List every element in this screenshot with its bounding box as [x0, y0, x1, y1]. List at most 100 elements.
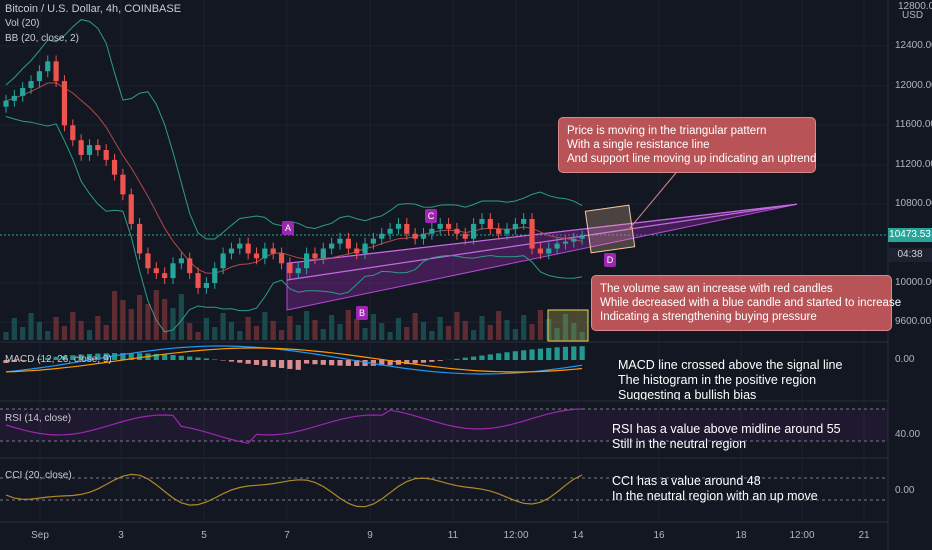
macd-histogram-bar — [245, 360, 251, 364]
macd-histogram-bar — [379, 360, 385, 366]
candle-body — [362, 243, 368, 254]
triangle-note-line: And support line moving up indicating an… — [567, 153, 817, 165]
volume-indicator-label[interactable]: Vol (20) — [5, 18, 40, 29]
cci-indicator-label[interactable]: CCI (20, close) — [5, 470, 72, 481]
triangle-annotation[interactable]: Price is moving in the triangular patter… — [558, 117, 816, 173]
macd-histogram-bar — [412, 360, 418, 364]
time-tick: 14 — [572, 530, 584, 541]
candle-body — [395, 223, 402, 229]
candle-body — [170, 263, 176, 279]
candle-body — [304, 253, 310, 269]
volume-note-line: The volume saw an increase with red cand… — [600, 283, 833, 295]
volume-bar — [370, 314, 376, 340]
macd-histogram-bar — [78, 354, 84, 360]
volume-bar — [178, 294, 184, 340]
triangle-note-line: With a single resistance line — [567, 139, 710, 151]
macd-histogram-bar — [195, 357, 201, 360]
candle-body — [479, 218, 485, 224]
volume-bar — [287, 316, 293, 340]
rsi-note-line: Still in the neutral region — [612, 437, 747, 451]
macd-histogram-bar — [95, 353, 101, 360]
volume-bar — [3, 332, 9, 340]
volume-bar — [45, 331, 51, 340]
macd-histogram-bar — [212, 359, 218, 360]
macd-histogram-bar — [370, 360, 376, 366]
macd-histogram-bar — [20, 360, 26, 361]
cci-note-line: In the neutral region with an up move — [612, 489, 818, 503]
candle-body — [454, 228, 460, 234]
rsi-line — [5, 408, 583, 444]
volume-annotation[interactable]: The volume saw an increase with red cand… — [591, 275, 901, 331]
signal-line — [5, 347, 583, 373]
price-tick: 9600.00 — [895, 316, 932, 327]
candle-body — [45, 61, 51, 72]
rsi-band — [0, 409, 888, 441]
candle-body — [70, 125, 76, 141]
rsi-indicator-label[interactable]: RSI (14, close) — [5, 413, 72, 424]
volume-bar — [20, 327, 26, 340]
candle-body — [412, 233, 418, 239]
volume-bar — [337, 324, 343, 340]
volume-note-line: Indicating a strengthening buying pressu… — [600, 311, 817, 323]
macd-histogram-bar — [420, 360, 427, 363]
currency-label: USD — [902, 10, 924, 21]
bollinger-basis — [5, 82, 583, 274]
macd-histogram-bar — [537, 348, 543, 360]
volume-bar — [78, 321, 84, 340]
time-tick: 16 — [653, 530, 665, 541]
macd-histogram-bar — [237, 360, 243, 363]
candle-body — [162, 273, 168, 279]
macd-histogram-bar — [53, 356, 59, 360]
volume-bar — [404, 327, 410, 340]
candle-body — [329, 243, 335, 249]
volume-bar — [128, 309, 134, 340]
volume-bar — [320, 329, 326, 340]
macd-indicator-label[interactable]: MACD (12, 26, close, 9) — [5, 354, 112, 365]
candle-body — [404, 223, 410, 234]
resistance-line — [286, 203, 798, 264]
macd-note-line: The histogram in the positive region — [618, 373, 817, 387]
candle-body — [195, 273, 201, 288]
candle-body — [370, 238, 376, 244]
volume-bar — [562, 314, 569, 340]
candle-body — [78, 140, 84, 155]
candle-body — [312, 253, 318, 259]
macd-histogram-bar — [128, 353, 134, 360]
volume-bar — [571, 323, 577, 340]
volume-bar — [187, 323, 193, 340]
macd-histogram-bar — [437, 360, 443, 361]
price-tick: 12800.00 — [898, 1, 932, 12]
bollinger-indicator-label[interactable]: BB (20, close, 2) — [5, 33, 79, 44]
time-tick: 21 — [858, 530, 870, 541]
price-tick: 12000.00 — [895, 80, 932, 91]
macd-histogram-bar — [3, 360, 9, 363]
candle-body — [245, 243, 251, 254]
volume-bar — [86, 330, 93, 340]
volume-highlight-box — [547, 309, 589, 342]
macd-histogram-bar — [287, 360, 293, 369]
price-tick: 10800.00 — [895, 198, 932, 209]
candle-body — [11, 95, 17, 101]
candle-body — [3, 100, 9, 107]
macd-histogram-bar — [203, 358, 209, 360]
volume-bar — [420, 322, 427, 340]
candle-body — [61, 81, 68, 126]
candle-body — [512, 223, 518, 229]
macd-histogram-bar — [471, 356, 477, 360]
candle-body — [287, 263, 293, 274]
candle-body — [237, 243, 243, 249]
macd-histogram-bar — [153, 353, 159, 360]
candle-body — [278, 253, 285, 264]
macd-histogram-bar — [554, 347, 560, 360]
volume-bar — [395, 318, 402, 340]
candle-body — [571, 238, 577, 242]
macd-histogram-bar — [278, 360, 285, 369]
volume-bar — [11, 318, 17, 340]
macd-annotation: MACD line crossed above the signal line … — [618, 358, 842, 400]
price-tick: 12400.00 — [895, 40, 932, 51]
macd-histogram-bar — [387, 360, 393, 366]
candle-body — [337, 238, 343, 244]
macd-histogram-bar — [354, 360, 360, 366]
candle-body — [445, 223, 452, 229]
